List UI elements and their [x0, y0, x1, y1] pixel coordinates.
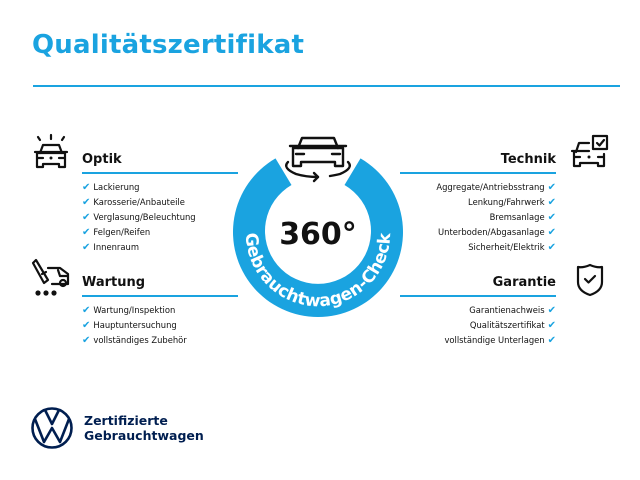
car-rotate-icon: [285, 136, 351, 183]
car-checklist-icon: [570, 134, 609, 168]
list-item: ✔ Karosserie/Anbauteile: [82, 197, 185, 208]
list-item: ✔ Wartung/Inspektion: [82, 305, 176, 316]
list-item: Lenkung/Fahrwerk ✔: [468, 197, 556, 208]
section-heading: Wartung: [82, 275, 146, 290]
list-item: ✔ Hauptuntersuchung: [82, 320, 177, 331]
section-wartung: Wartung ✔ Wartung/Inspektion ✔ Hauptunters…: [82, 274, 238, 348]
footer-line-2: Gebrauchtwagen: [84, 428, 204, 443]
footer-line-1: Zertifizierte: [84, 413, 168, 428]
check-icon: ✔: [82, 320, 91, 331]
check-icon: ✔: [82, 242, 91, 253]
list-item: ✔ Felgen/Reifen: [82, 227, 151, 238]
section-divider: [400, 295, 556, 297]
list-item: vollständige Unterlagen ✔: [444, 335, 556, 346]
section-garantie: Garantie Garantienachweis ✔ Qualitätszert…: [400, 274, 556, 348]
car-lights-icon: [33, 133, 69, 169]
list-item: ✔ Lackierung: [82, 182, 140, 193]
section-divider: [400, 172, 556, 174]
check-icon: ✔: [547, 305, 556, 316]
check-icon: ✔: [82, 182, 91, 193]
section-heading: Optik: [82, 152, 122, 167]
list-item: Unterboden/Abgasanlage ✔: [438, 227, 556, 238]
check-icon: ✔: [82, 212, 91, 223]
vw-logo: [31, 407, 73, 449]
footer-brand-text: Zertifizierte Gebrauchtwagen: [84, 413, 204, 443]
check-icon: ✔: [82, 197, 91, 208]
page-title: Qualitätszertifikat: [32, 30, 305, 60]
list-item: Qualitätszertifikat ✔: [469, 320, 556, 331]
check-icon: ✔: [82, 227, 91, 238]
section-optik: Optik ✔ Lackierung ✔ Karosserie/Anbauteile…: [82, 151, 238, 255]
check-icon: ✔: [547, 320, 556, 331]
badge-360-number: 360°: [279, 217, 357, 252]
section-divider: [82, 172, 238, 174]
list-item: Sicherheit/Elektrik ✔: [468, 242, 556, 253]
section-heading: Technik: [500, 152, 556, 167]
list-item: ✔ Innenraum: [82, 242, 139, 253]
title-divider: [33, 85, 620, 87]
check-icon: ✔: [547, 335, 556, 346]
shield-check-icon: [576, 263, 604, 297]
check-icon: ✔: [82, 335, 91, 346]
service-car-icon: [31, 258, 70, 296]
badge-ring: [233, 158, 403, 318]
check-icon: ✔: [547, 182, 556, 193]
check-icon: ✔: [82, 305, 91, 316]
list-item: Aggregate/Antriebsstrang ✔: [436, 182, 556, 193]
check-icon: ✔: [547, 242, 556, 253]
section-heading: Garantie: [492, 275, 556, 290]
check-icon: ✔: [547, 212, 556, 223]
section-technik: Technik Aggregate/Antriebsstrang ✔ Lenkun…: [400, 151, 556, 255]
section-divider: [82, 295, 238, 297]
check-icon: ✔: [547, 197, 556, 208]
360-check-badge: Gebrauchtwagen-Check 360°: [233, 136, 403, 318]
list-item: ✔ Verglasung/Beleuchtung: [82, 212, 196, 223]
list-item: Garantienachweis ✔: [469, 305, 556, 316]
list-item: Bremsanlage ✔: [489, 212, 556, 223]
check-icon: ✔: [547, 227, 556, 238]
list-item: ✔ vollständiges Zubehör: [82, 335, 187, 346]
